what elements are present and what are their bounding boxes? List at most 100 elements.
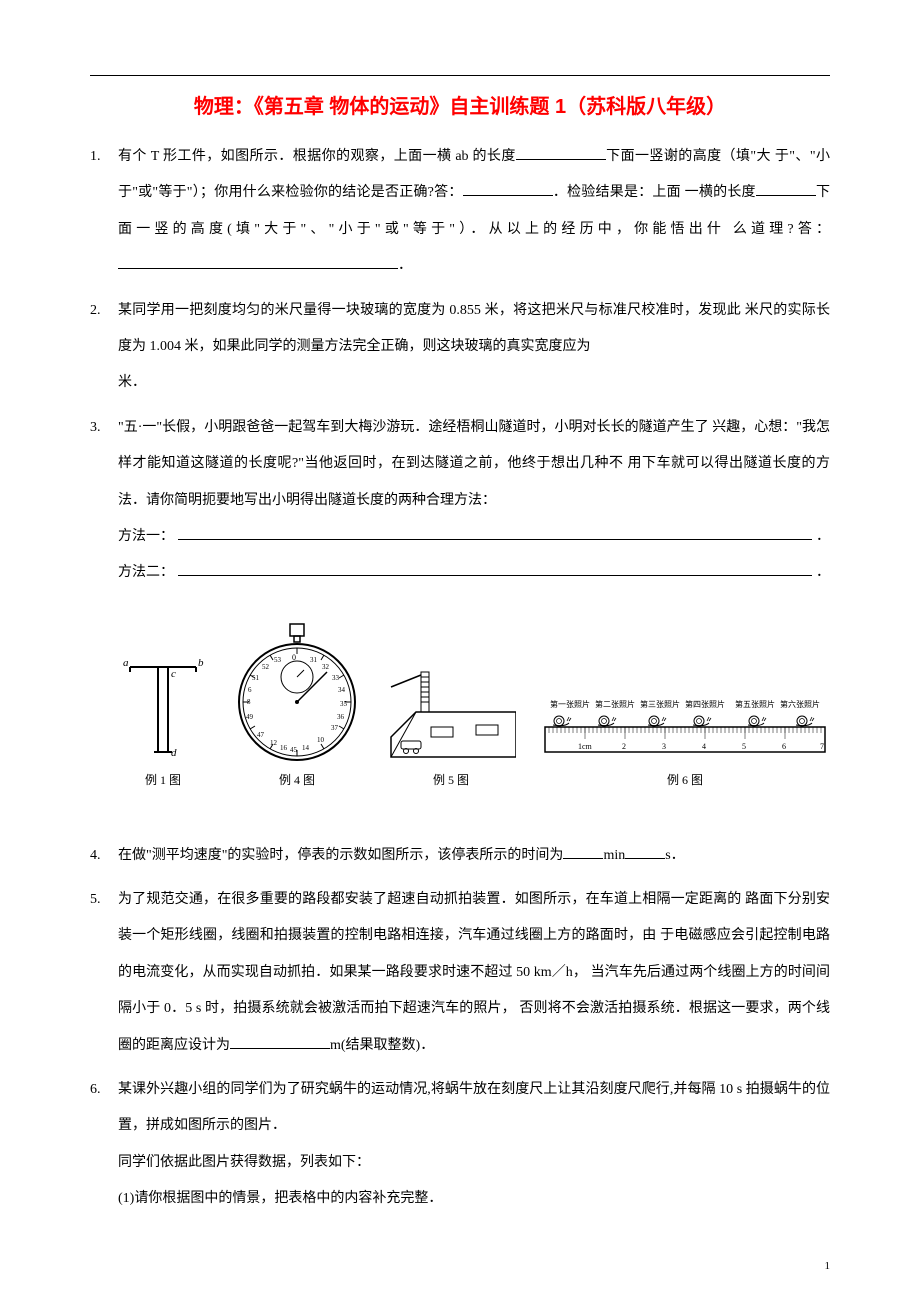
snail-ruler-svg: 第一张照片 第二张照片 第三张照片 第四张照片 第五张照片 第六张照片 1cm … <box>540 697 830 767</box>
method-2-line: 方法二： ． <box>118 555 830 591</box>
q1-text7: 么道理?答： <box>733 222 830 237</box>
svg-text:第五张照片: 第五张照片 <box>735 699 775 709</box>
svg-text:d: d <box>171 747 177 759</box>
svg-text:2: 2 <box>622 742 626 751</box>
q1-text5: 一横的长度 <box>685 185 756 200</box>
svg-text:49: 49 <box>246 713 254 721</box>
svg-text:53: 53 <box>274 656 282 664</box>
svg-text:a: a <box>123 657 129 669</box>
svg-text:0: 0 <box>292 653 296 662</box>
method2-period: ． <box>816 555 830 591</box>
svg-text:34: 34 <box>338 686 346 694</box>
figure-5: 例 5 图 <box>386 667 516 788</box>
q1-text4: ．检验结果是：上面 <box>553 185 681 200</box>
q1-text8: ． <box>398 258 412 273</box>
q5-body: 为了规范交通，在很多重要的路段都安装了超速自动抓拍装置．如图所示，在车道上相隔一… <box>118 882 830 1064</box>
q1-body: 有个 T 形工件，如图所示．根据你的观察，上面一横 ab 的长度 下面一竖谢的高度… <box>118 139 830 285</box>
q6-text4: (1)请你根据图中的情景，把表格中的内容补充完整． <box>118 1191 442 1206</box>
q1-blank3 <box>756 195 816 196</box>
svg-text:第六张照片: 第六张照片 <box>780 699 820 709</box>
t-shape-svg: a b c d <box>118 652 208 767</box>
question-6: 6. 某课外兴趣小组的同学们为了研究蜗牛的运动情况,将蜗牛放在刻度尺上让其沿刻度… <box>90 1072 830 1218</box>
q4-body: 在做"测平均速度"的实验时，停表的示数如图所示，该停表所示的时间为 min s． <box>118 838 830 874</box>
svg-text:第一张照片: 第一张照片 <box>550 699 590 709</box>
figures-row: a b c d 例 1 图 <box>118 622 830 788</box>
method1-label: 方法一： <box>118 519 174 555</box>
q6-text3: 同学们依据此图片获得数据，列表如下： <box>118 1155 370 1170</box>
svg-text:10: 10 <box>317 736 325 744</box>
q2-body: 某同学用一把刻度均匀的米尺量得一块玻璃的宽度为 0.855 米，将这把米尺与标准… <box>118 293 830 402</box>
svg-text:c: c <box>171 668 176 680</box>
figure-6: 第一张照片 第二张照片 第三张照片 第四张照片 第五张照片 第六张照片 1cm … <box>540 697 830 788</box>
stopwatch-svg: 0 31 32 33 34 35 36 37 53 52 51 49 47 16… <box>232 622 362 767</box>
svg-text:第四张照片: 第四张照片 <box>685 699 725 709</box>
q6-body: 某课外兴趣小组的同学们为了研究蜗牛的运动情况,将蜗牛放在刻度尺上让其沿刻度尺爬行… <box>118 1072 830 1218</box>
svg-text:1cm: 1cm <box>578 742 593 751</box>
figure-1: a b c d 例 1 图 <box>118 652 208 788</box>
question-2: 2. 某同学用一把刻度均匀的米尺量得一块玻璃的宽度为 0.855 米，将这把米尺… <box>90 293 830 402</box>
svg-text:b: b <box>198 657 204 669</box>
header-divider <box>90 75 830 76</box>
q2-text3: 米． <box>118 375 146 390</box>
svg-text:第三张照片: 第三张照片 <box>640 699 680 709</box>
svg-text:47: 47 <box>257 731 265 739</box>
svg-text:7: 7 <box>820 742 824 751</box>
svg-text:31: 31 <box>310 656 318 664</box>
svg-text:5: 5 <box>742 742 746 751</box>
svg-text:45: 45 <box>290 746 298 754</box>
q5-blank1 <box>230 1048 330 1049</box>
q6-number: 6. <box>90 1072 118 1218</box>
svg-text:3: 3 <box>662 742 666 751</box>
method1-period: ． <box>816 519 830 555</box>
figure-4: 0 31 32 33 34 35 36 37 53 52 51 49 47 16… <box>232 622 362 788</box>
q4-text2: min <box>603 848 625 863</box>
svg-text:37: 37 <box>331 724 339 732</box>
svg-text:36: 36 <box>337 713 345 721</box>
svg-text:51: 51 <box>252 674 260 682</box>
q5-number: 5. <box>90 882 118 1064</box>
svg-text:6: 6 <box>248 686 252 694</box>
svg-text:第二张照片: 第二张照片 <box>595 699 635 709</box>
q4-text1: 在做"测平均速度"的实验时，停表的示数如图所示，该停表所示的时间为 <box>118 848 563 863</box>
question-5: 5. 为了规范交通，在很多重要的路段都安装了超速自动抓拍装置．如图所示，在车道上… <box>90 882 830 1064</box>
q1-text2: 下面一竖谢的高度（填"大 <box>606 149 771 164</box>
question-3: 3. "五·一"长假，小明跟爸爸一起驾车到大梅沙游玩．途经梧桐山隧道时，小明对长… <box>90 410 830 592</box>
svg-text:12: 12 <box>270 739 278 747</box>
q1-number: 1. <box>90 139 118 285</box>
svg-text:52: 52 <box>262 663 270 671</box>
svg-text:8: 8 <box>247 698 251 706</box>
q3-number: 3. <box>90 410 118 519</box>
q4-blank1 <box>563 858 603 859</box>
page-number: 1 <box>825 1260 831 1272</box>
page-title: 物理：《第五章 物体的运动》自主训练题 1（苏科版八年级） <box>90 90 830 119</box>
q1-blank2 <box>463 195 553 196</box>
q1-blank1 <box>516 159 606 160</box>
svg-text:35: 35 <box>340 700 348 708</box>
q5-text1: 为了规范交通，在很多重要的路段都安装了超速自动抓拍装置．如图所示，在车道上相隔一… <box>118 892 741 907</box>
fig6-label: 例 6 图 <box>667 771 703 788</box>
road-svg <box>386 667 516 767</box>
q3-body: "五·一"长假，小明跟爸爸一起驾车到大梅沙游玩．途经梧桐山隧道时，小明对长长的隧… <box>118 410 830 519</box>
q1-text1: 有个 T 形工件，如图所示．根据你的观察，上面一横 ab 的长度 <box>118 149 516 164</box>
q3-text1: "五·一"长假，小明跟爸爸一起驾车到大梅沙游玩．途经梧桐山隧道时，小明对长长的隧… <box>118 420 709 435</box>
svg-text:4: 4 <box>702 742 706 751</box>
q1-blank4 <box>118 268 398 269</box>
fig4-label: 例 4 图 <box>279 771 315 788</box>
q4-number: 4. <box>90 838 118 874</box>
method2-label: 方法二： <box>118 555 174 591</box>
question-1: 1. 有个 T 形工件，如图所示．根据你的观察，上面一横 ab 的长度 下面一竖谢… <box>90 139 830 285</box>
q4-text3: s． <box>665 848 684 863</box>
q2-text1: 某同学用一把刻度均匀的米尺量得一块玻璃的宽度为 0.855 米，将这把米尺与标准… <box>118 303 741 318</box>
svg-text:6: 6 <box>782 742 786 751</box>
question-4: 4. 在做"测平均速度"的实验时，停表的示数如图所示，该停表所示的时间为 min s… <box>90 838 830 874</box>
q4-blank2 <box>625 858 665 859</box>
svg-text:16: 16 <box>280 744 288 752</box>
svg-text:32: 32 <box>322 663 330 671</box>
q2-number: 2. <box>90 293 118 402</box>
q5-text6: m(结果取整数)． <box>330 1038 434 1053</box>
fig5-label: 例 5 图 <box>433 771 469 788</box>
method-1-line: 方法一： ． <box>118 519 830 555</box>
svg-text:14: 14 <box>302 744 310 752</box>
q6-text1: 某课外兴趣小组的同学们为了研究蜗牛的运动情况,将蜗牛放在刻度尺上让其沿刻度尺爬行… <box>118 1082 733 1097</box>
svg-text:33: 33 <box>332 674 340 682</box>
